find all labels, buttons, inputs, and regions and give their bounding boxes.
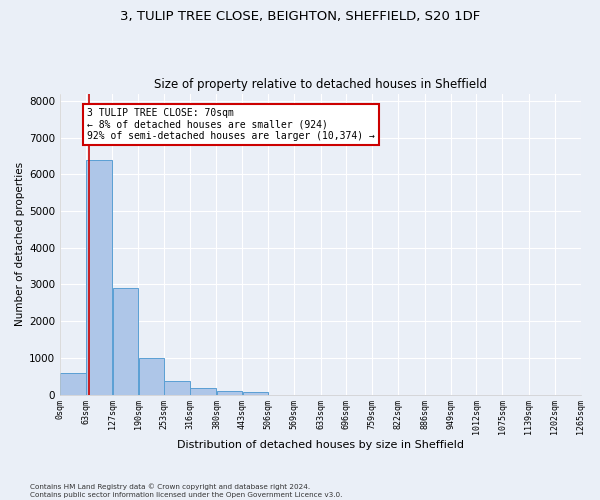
Bar	[190, 388, 216, 394]
Bar	[61, 372, 86, 394]
X-axis label: Distribution of detached houses by size in Sheffield: Distribution of detached houses by size …	[177, 440, 464, 450]
Bar	[139, 358, 164, 395]
Bar	[217, 391, 242, 394]
Bar	[86, 160, 112, 394]
Bar	[242, 392, 268, 394]
Bar	[164, 380, 190, 394]
Text: 3, TULIP TREE CLOSE, BEIGHTON, SHEFFIELD, S20 1DF: 3, TULIP TREE CLOSE, BEIGHTON, SHEFFIELD…	[120, 10, 480, 23]
Text: 3 TULIP TREE CLOSE: 70sqm
← 8% of detached houses are smaller (924)
92% of semi-: 3 TULIP TREE CLOSE: 70sqm ← 8% of detach…	[87, 108, 375, 142]
Text: Contains HM Land Registry data © Crown copyright and database right 2024.
Contai: Contains HM Land Registry data © Crown c…	[30, 484, 343, 498]
Bar	[113, 288, 138, 395]
Title: Size of property relative to detached houses in Sheffield: Size of property relative to detached ho…	[154, 78, 487, 91]
Y-axis label: Number of detached properties: Number of detached properties	[15, 162, 25, 326]
